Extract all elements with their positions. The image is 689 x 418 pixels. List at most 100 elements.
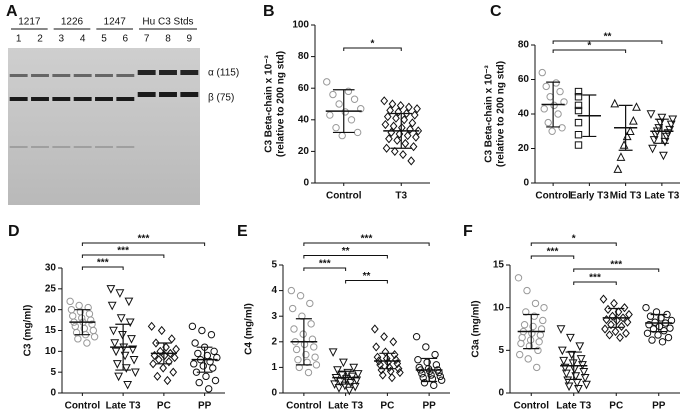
data-point (401, 138, 410, 149)
data-point (85, 310, 94, 318)
data-point (574, 101, 583, 110)
lane-group-label: 1217 (18, 17, 41, 28)
data-point (623, 317, 632, 327)
data-point (436, 372, 445, 381)
data-point (646, 110, 656, 119)
gel-band (73, 146, 92, 148)
data-point (544, 118, 552, 127)
y-axis-label: C3a (mg/ml) (471, 300, 482, 357)
data-point (89, 326, 98, 335)
lane-number: 7 (144, 34, 150, 45)
data-point (210, 347, 218, 356)
gel-band (52, 97, 71, 101)
data-point (608, 311, 617, 321)
data-point (110, 339, 120, 348)
data-point (393, 135, 402, 145)
data-point (654, 331, 662, 339)
data-point (394, 364, 403, 374)
data-point (525, 342, 534, 350)
data-point (556, 87, 564, 96)
data-point (292, 345, 301, 354)
sd-bar (196, 346, 213, 373)
x-tick-label: PP (652, 401, 666, 412)
data-point (347, 116, 356, 124)
data-point (535, 338, 543, 346)
sd-bar (618, 104, 633, 151)
x-tick-label: Control (326, 191, 362, 202)
data-point (298, 312, 306, 320)
data-point (202, 372, 210, 381)
significance-bracket (81, 254, 165, 258)
data-point (579, 367, 589, 377)
panel-letter: D (8, 223, 20, 240)
significance-label: * (371, 39, 375, 50)
y-tick-label: 0 (498, 388, 504, 399)
data-point (550, 101, 558, 110)
data-point (150, 350, 159, 361)
y-axis-label: (relative to 200 ng std) (496, 61, 507, 167)
y-tick-label: 20 (298, 146, 310, 157)
sd-bar (523, 313, 540, 350)
data-point (191, 339, 199, 347)
data-point (563, 376, 573, 386)
data-point (328, 348, 338, 357)
sd-bar (546, 81, 561, 128)
data-point (389, 121, 398, 131)
sd-bar (295, 318, 312, 366)
data-point (170, 353, 179, 363)
significance-label: *** (319, 259, 331, 270)
sd-bar (115, 323, 131, 371)
data-point (75, 301, 83, 310)
data-point (620, 303, 629, 313)
gel-band (9, 146, 28, 148)
data-point (109, 326, 118, 336)
data-point (605, 330, 614, 340)
data-point (625, 126, 635, 135)
data-point (652, 308, 661, 316)
y-axis-label: (relative to 200 ng std) (276, 51, 287, 157)
data-point (666, 120, 676, 130)
x-tick-label: Late T3 (328, 401, 363, 412)
data-point (560, 363, 570, 373)
data-point (610, 98, 620, 108)
y-axis-label: C3 Beta-chain x 10⁻³ (264, 55, 275, 153)
data-point (574, 87, 583, 96)
significance-label: *** (97, 258, 109, 269)
data-point (405, 102, 413, 112)
data-point (207, 330, 216, 339)
data-point (334, 384, 344, 393)
data-point (157, 325, 166, 336)
data-point (74, 335, 82, 343)
data-point (616, 152, 626, 161)
data-point (427, 371, 435, 379)
significance-bracket (530, 242, 617, 246)
data-point (648, 336, 656, 344)
y-tick-label: 4 (271, 285, 277, 296)
data-point (71, 322, 79, 331)
y-tick-label: 10 (493, 302, 505, 313)
data-point (582, 380, 591, 390)
significance-label: * (572, 234, 576, 245)
data-point (326, 111, 334, 119)
lane-number: 2 (37, 34, 43, 45)
data-point (165, 357, 173, 367)
data-point (546, 93, 554, 101)
data-point (374, 356, 383, 366)
lane-number: 6 (123, 34, 129, 45)
lane-group-label: Hu C3 Stds (142, 17, 193, 28)
data-point (531, 299, 540, 308)
data-point (619, 313, 627, 323)
data-point (611, 326, 620, 337)
significance-label: *** (361, 234, 373, 245)
gel-band (116, 97, 135, 101)
y-tick-label: 20 (518, 143, 530, 154)
gel-band (116, 146, 135, 148)
significance-bracket (303, 242, 430, 246)
data-point (294, 356, 302, 364)
data-point (548, 127, 556, 135)
data-point (310, 343, 318, 351)
data-point (575, 342, 585, 351)
data-point (323, 78, 331, 86)
data-point (646, 312, 655, 320)
x-tick-label: T3 (395, 191, 407, 202)
